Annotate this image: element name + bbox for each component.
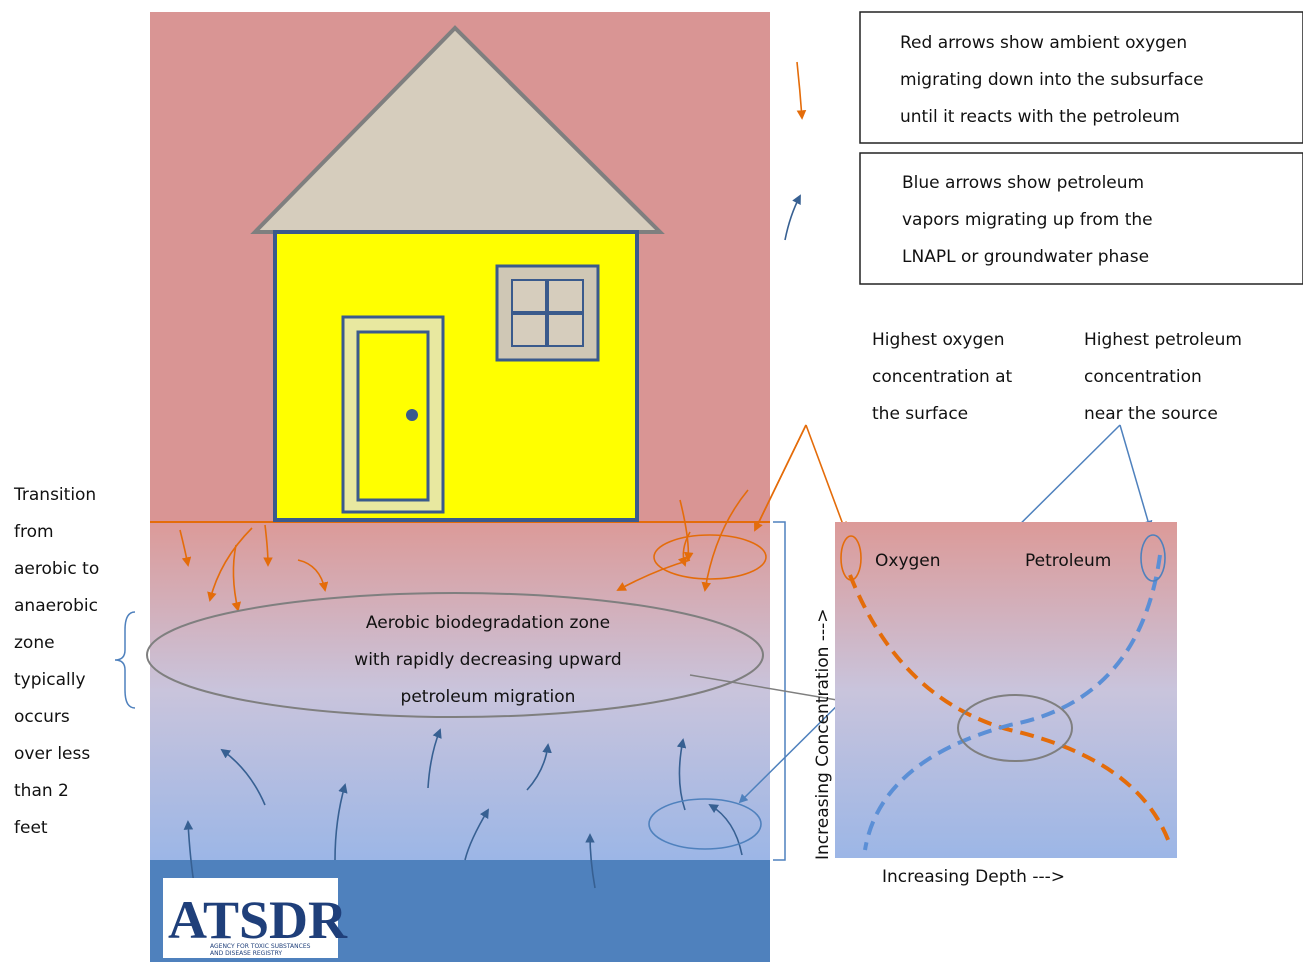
legend-box [859,11,1303,144]
legend-box [859,152,1303,285]
vapor-arrows [183,194,801,891]
callout-text: than 2 [14,781,69,801]
legend-text: Red arrows show ambient oxygen [900,33,1187,53]
callout-text: near the source [1084,404,1218,424]
callout-text: from [14,522,54,542]
legend-text: vapors migrating up from the [902,210,1153,230]
callout-text: zone [14,633,55,653]
callout-text: concentration [1084,367,1202,387]
petroleum-peak-ellipse [1140,534,1166,582]
callout-text: aerobic to [14,559,99,579]
oxygen-arrows [179,61,807,612]
logo-subtitle: AGENCY FOR TOXIC SUBSTANCES [210,943,311,950]
legend-text: Blue arrows show petroleum [902,173,1144,193]
oxygen-label: Oxygen [875,551,941,571]
legend-text: until it reacts with the petroleum [900,107,1180,127]
callout-text: over less [14,744,90,764]
petroleum-callout-right [1119,424,1153,530]
x-axis-label: Increasing Depth ---> [882,867,1065,887]
transition-bracket [114,611,136,709]
source-zone-ellipse [648,798,762,850]
callout-text: Highest oxygen [872,330,1004,350]
callout-text: petroleum migration [401,687,576,707]
callout-text: Transition [13,485,96,505]
oxygen-callout-left [754,424,807,532]
crossover-ellipse [957,694,1073,762]
logo: ATSDR AGENCY FOR TOXIC SUBSTANCES AND DI… [163,878,348,958]
callout-text: anaerobic [14,596,98,616]
oxygen-curve [848,574,1172,846]
callout-text: occurs [14,707,70,727]
callout-text: the surface [872,404,968,424]
aerobic-zone-ellipse [146,592,764,718]
window-cross [512,280,583,346]
text-blocks: Red arrows show ambient oxygen migrating … [13,33,1242,838]
legend-text: migrating down into the subsurface [900,70,1204,90]
logo-subtitle: AND DISEASE REGISTRY [210,950,282,957]
petroleum-curve [863,554,1162,851]
scene [150,12,770,962]
petroleum-label: Petroleum [1025,551,1111,571]
callout-text: Aerobic biodegradation zone [366,613,610,633]
y-axis-label: Increasing Concentration ---> [813,609,833,861]
logo-background [163,878,338,958]
logo-name: ATSDR [168,890,348,950]
door-knob [406,409,418,421]
callout-text: with rapidly decreasing upward [354,650,621,670]
callout-text: feet [14,818,48,838]
callout-text: typically [14,670,86,690]
vadose-zone [150,522,770,860]
legend-text: LNAPL or groundwater phase [902,247,1149,267]
callout-text: concentration at [872,367,1013,387]
oxygen-zone-ellipse [653,534,767,580]
graph: Oxygen Petroleum Increasing Concentratio… [813,522,1177,887]
oxygen-peak-ellipse [840,535,862,581]
graph-panel [835,522,1177,858]
callout-text: Highest petroleum [1084,330,1242,350]
